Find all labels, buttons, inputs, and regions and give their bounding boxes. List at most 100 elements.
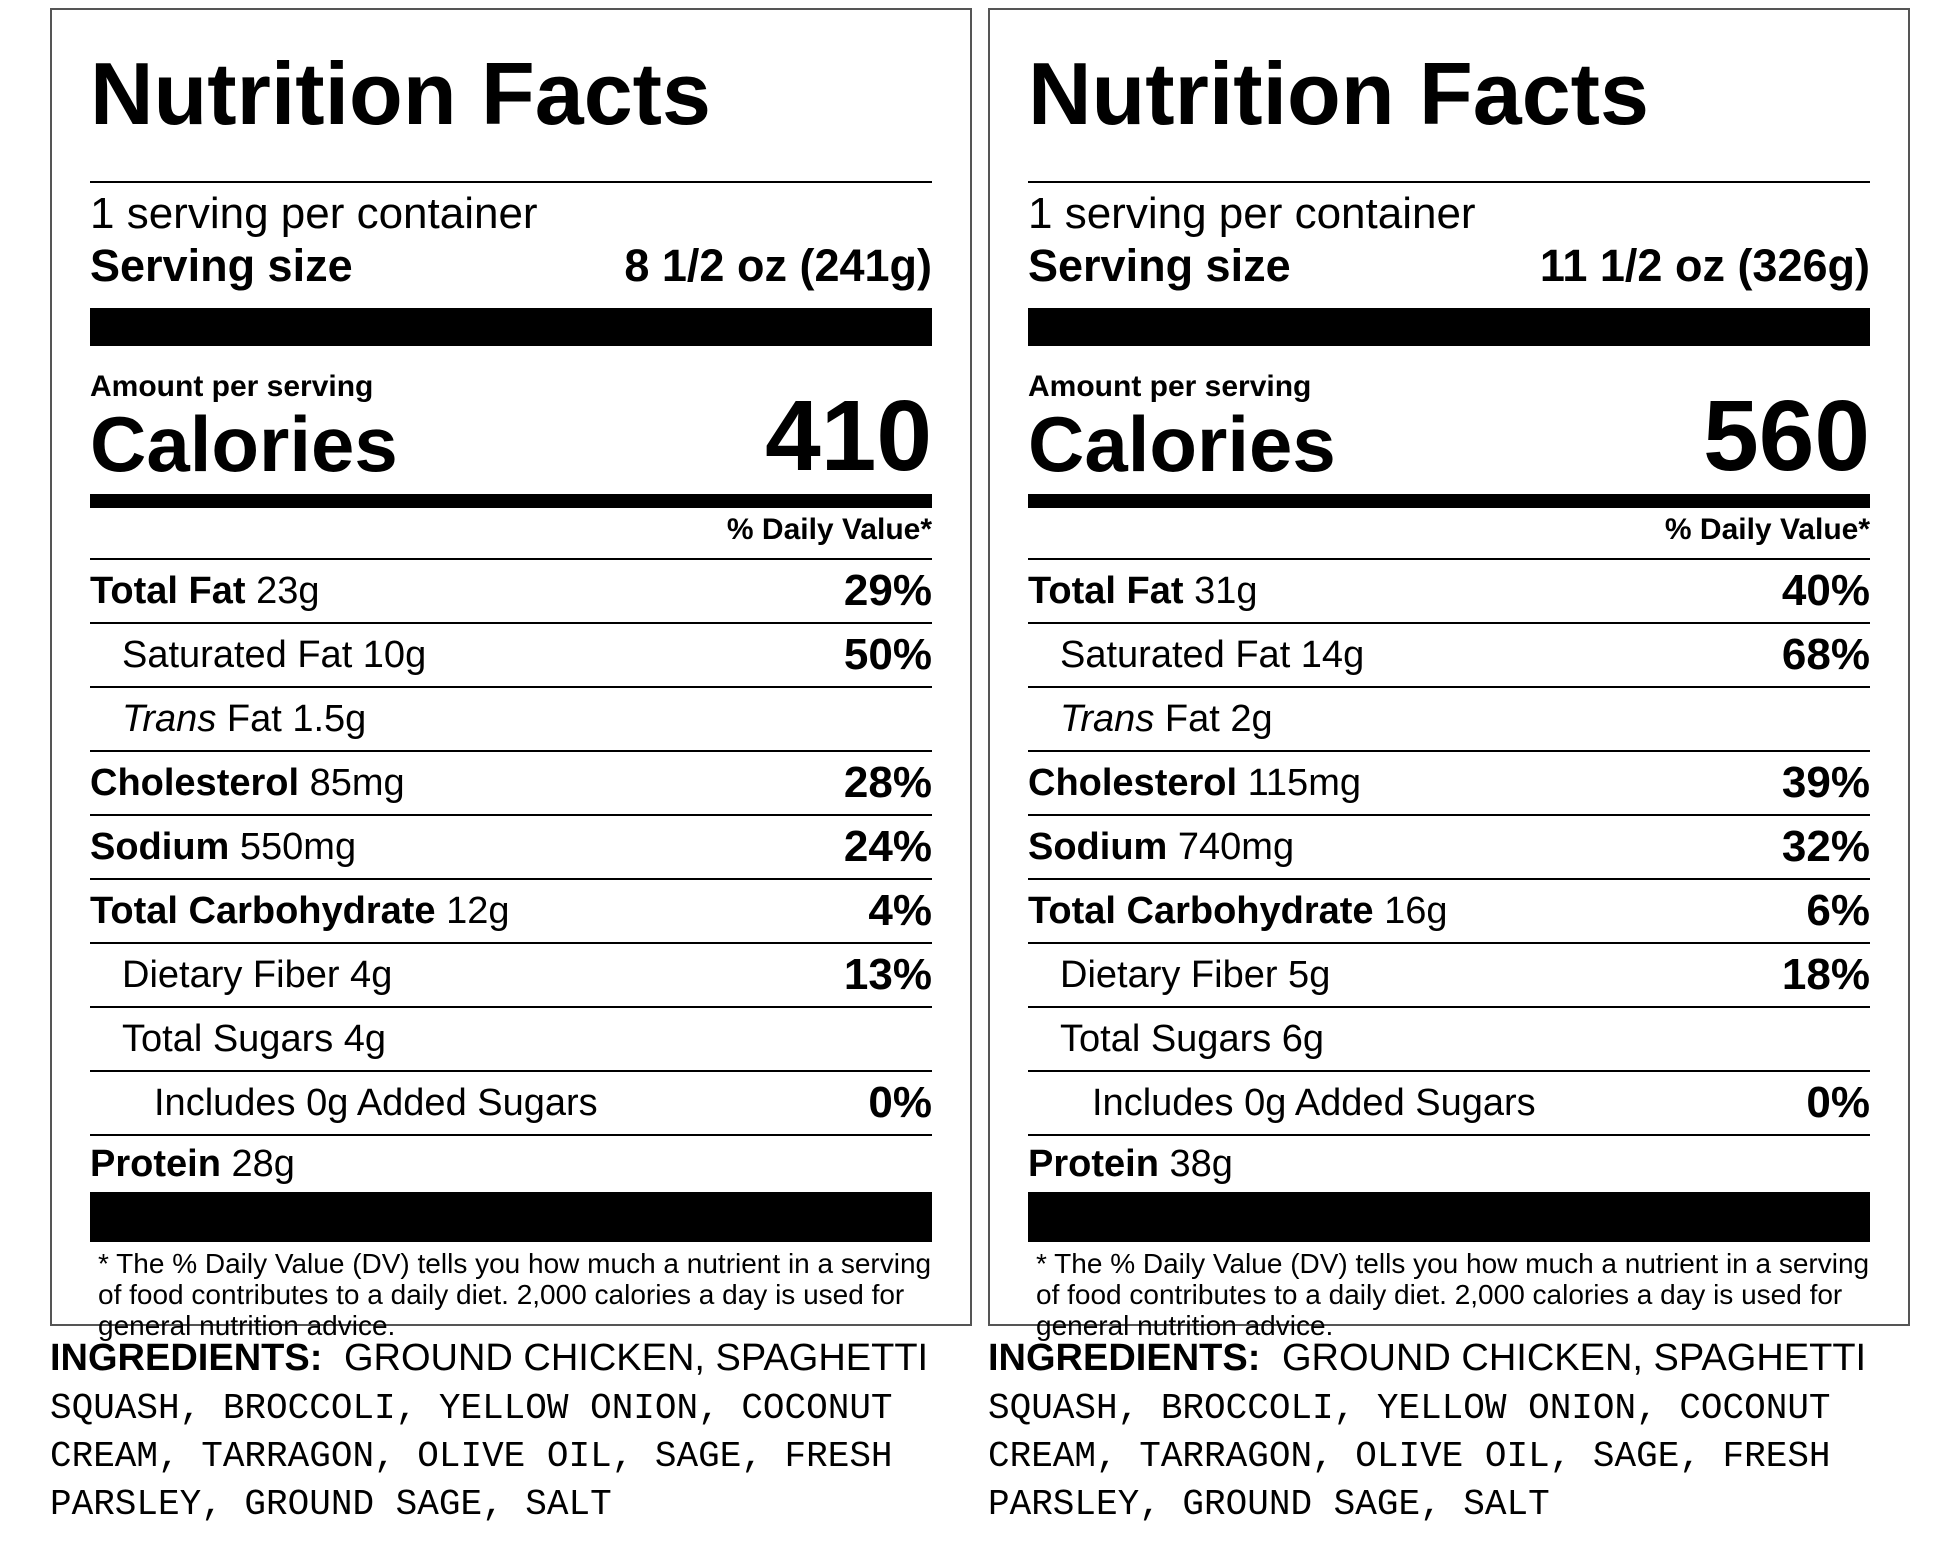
servings-per-container: 1 serving per container [1028, 189, 1476, 238]
label-title: Nutrition Facts [1028, 10, 1870, 183]
nutrient-name: Total Carbohydrate [1028, 889, 1374, 932]
calories-row: Calories 560 [1028, 386, 1870, 488]
nutrient-name: Sodium [90, 825, 230, 868]
nutrient-row-added-sugars: Includes 0g Added Sugars 0% [90, 1072, 932, 1136]
label-title: Nutrition Facts [90, 10, 932, 183]
nutrient-name: Total Carbohydrate [90, 889, 436, 932]
ingredients-first-line: GROUND CHICKEN, SPAGHETTI [1281, 1337, 1867, 1379]
serving-size-row: Serving size 11 1/2 oz (326g) [1028, 239, 1870, 293]
nutrient-name: Dietary Fiber 5g [1060, 953, 1331, 996]
nutrient-daily-value: 40% [1781, 566, 1870, 615]
nutrient-daily-value: 32% [1781, 822, 1870, 871]
daily-value-footnote: * The % Daily Value (DV) tells you how m… [1036, 1248, 1870, 1341]
nutrient-amount: 16g [1384, 889, 1448, 932]
ingredients: INGREDIENTS: GROUND CHICKEN, SPAGHETTI S… [50, 1334, 990, 1529]
nutrient-amount: 28g [231, 1142, 295, 1185]
nutrient-name: Cholesterol [1028, 761, 1238, 804]
nutrient-row-total-sugars: Total Sugars 4g [90, 1008, 932, 1072]
nutrient-row-cholesterol: Cholesterol 85mg 28% [90, 752, 932, 816]
nutrient-daily-value: 50% [843, 630, 932, 679]
thick-divider [90, 1192, 932, 1242]
nutrient-name: Dietary Fiber 4g [122, 953, 393, 996]
nutrient-name: Total Sugars 4g [122, 1017, 387, 1060]
nutrient-amount: 85mg [309, 761, 405, 804]
calories-value: 410 [765, 380, 932, 492]
nutrient-row-total-sugars: Total Sugars 6g [1028, 1008, 1870, 1072]
nutrient-row-protein: Protein 38g [1028, 1136, 1870, 1192]
nutrient-name: Includes 0g Added Sugars [154, 1081, 598, 1124]
nutrient-name: Sodium [1028, 825, 1168, 868]
nutrient-row-trans-fat: Trans Fat 1.5g [90, 688, 932, 752]
nutrient-row-saturated-fat: Saturated Fat 10g 50% [90, 624, 932, 688]
nutrient-name: Protein [1028, 1142, 1159, 1185]
serving-size-value: 11 1/2 oz (326g) [1539, 240, 1870, 291]
nutrient-row-total-carbohydrate: Total Carbohydrate 16g 6% [1028, 880, 1870, 944]
nutrient-row-sodium: Sodium 740mg 32% [1028, 816, 1870, 880]
nutrient-amount: 740mg [1177, 825, 1295, 868]
ingredients-label: INGREDIENTS: [988, 1337, 1261, 1379]
ingredients-list: SQUASH, BROCCOLI, YELLOW ONION, COCONUT … [50, 1388, 893, 1525]
medium-divider [1028, 494, 1870, 508]
nutrient-name: Protein [90, 1142, 221, 1185]
nutrition-facts-label: Nutrition Facts 1 serving per container … [988, 8, 1910, 1341]
nutrient-name: Fat 2g [1164, 697, 1273, 740]
nutrient-name: Total Fat [90, 569, 246, 612]
ingredients-label: INGREDIENTS: [50, 1337, 323, 1379]
nutrient-daily-value: 68% [1781, 630, 1870, 679]
serving-size-label: Serving size [1028, 240, 1291, 291]
nutrient-amount: 31g [1194, 569, 1258, 612]
nutrition-column: Nutrition Facts 1 serving per container … [50, 8, 972, 1529]
serving-size-label: Serving size [90, 240, 353, 291]
nutrient-row-total-carbohydrate: Total Carbohydrate 12g 4% [90, 880, 932, 944]
nutrient-daily-value: 29% [843, 566, 932, 615]
nutrient-row-total-fat: Total Fat 31g 40% [1028, 560, 1870, 624]
nutrient-name: Total Sugars 6g [1060, 1017, 1325, 1060]
nutrient-name-italic: Trans [122, 697, 217, 740]
nutrition-column: Nutrition Facts 1 serving per container … [988, 8, 1910, 1529]
nutrient-daily-value: 18% [1781, 950, 1870, 999]
nutrient-daily-value: 6% [1806, 886, 1870, 935]
nutrient-row-dietary-fiber: Dietary Fiber 4g 13% [90, 944, 932, 1008]
nutrient-row-total-fat: Total Fat 23g 29% [90, 560, 932, 624]
nutrient-daily-value: 4% [868, 886, 932, 935]
thick-divider [90, 308, 932, 346]
ingredients-first-line: GROUND CHICKEN, SPAGHETTI [343, 1337, 929, 1379]
nutrient-daily-value: 0% [1806, 1078, 1870, 1127]
nutrient-row-protein: Protein 28g [90, 1136, 932, 1192]
medium-divider [90, 494, 932, 508]
nutrient-daily-value: 24% [843, 822, 932, 871]
nutrient-name: Saturated Fat 10g [122, 633, 427, 676]
ingredients: INGREDIENTS: GROUND CHICKEN, SPAGHETTI S… [988, 1334, 1928, 1529]
nutrient-name: Total Fat [1028, 569, 1184, 612]
serving-size-row: Serving size 8 1/2 oz (241g) [90, 239, 932, 293]
ingredients-list: SQUASH, BROCCOLI, YELLOW ONION, COCONUT … [988, 1388, 1831, 1525]
nutrient-amount: 38g [1169, 1142, 1233, 1185]
daily-value-header: % Daily Value* [90, 508, 932, 560]
calories-label: Calories [1028, 400, 1336, 488]
nutrient-row-dietary-fiber: Dietary Fiber 5g 18% [1028, 944, 1870, 1008]
thick-divider [1028, 1192, 1870, 1242]
nutrient-daily-value: 39% [1781, 758, 1870, 807]
nutrient-name: Saturated Fat 14g [1060, 633, 1365, 676]
servings-per-container: 1 serving per container [90, 189, 538, 238]
nutrient-row-trans-fat: Trans Fat 2g [1028, 688, 1870, 752]
nutrient-daily-value: 13% [843, 950, 932, 999]
nutrient-amount: 550mg [239, 825, 357, 868]
amount-per-serving: Amount per serving [1028, 370, 1312, 403]
daily-value-header: % Daily Value* [1028, 508, 1870, 560]
daily-value-footnote: * The % Daily Value (DV) tells you how m… [98, 1248, 932, 1341]
amount-per-serving: Amount per serving [90, 370, 374, 403]
nutrient-row-sodium: Sodium 550mg 24% [90, 816, 932, 880]
nutrient-row-added-sugars: Includes 0g Added Sugars 0% [1028, 1072, 1870, 1136]
serving-size-value: 8 1/2 oz (241g) [624, 240, 932, 291]
nutrition-facts-label: Nutrition Facts 1 serving per container … [50, 8, 972, 1341]
nutrient-name: Includes 0g Added Sugars [1092, 1081, 1536, 1124]
calories-label: Calories [90, 400, 398, 488]
nutrient-name: Fat 1.5g [226, 697, 367, 740]
nutrient-name-italic: Trans [1060, 697, 1155, 740]
calories-value: 560 [1703, 380, 1870, 492]
nutrient-daily-value: 28% [843, 758, 932, 807]
nutrient-daily-value: 0% [868, 1078, 932, 1127]
thick-divider [1028, 308, 1870, 346]
calories-row: Calories 410 [90, 386, 932, 488]
